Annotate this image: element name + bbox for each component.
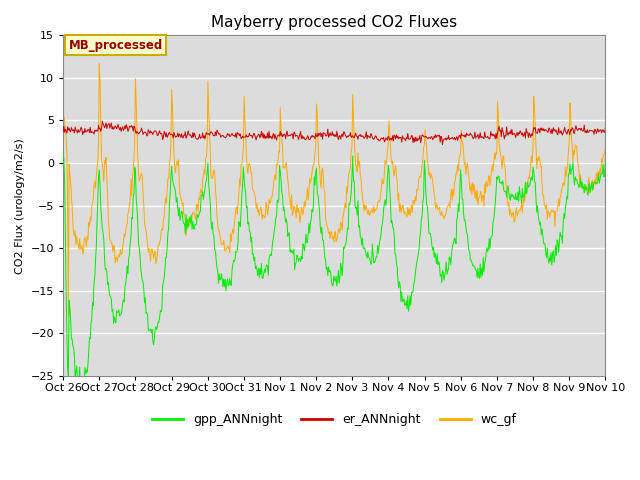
- Legend: gpp_ANNnight, er_ANNnight, wc_gf: gpp_ANNnight, er_ANNnight, wc_gf: [147, 408, 522, 431]
- Title: Mayberry processed CO2 Fluxes: Mayberry processed CO2 Fluxes: [211, 15, 458, 30]
- Y-axis label: CO2 Flux (urology/m2/s): CO2 Flux (urology/m2/s): [15, 138, 25, 274]
- Text: MB_processed: MB_processed: [68, 39, 163, 52]
